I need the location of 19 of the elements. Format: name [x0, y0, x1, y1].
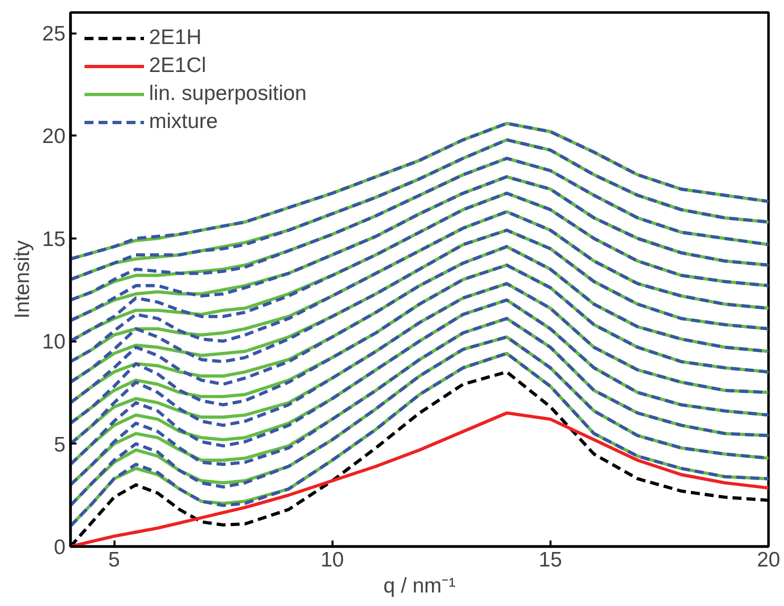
- x-axis-title: q / nm⁻¹: [383, 574, 456, 598]
- x-tick-label: 20: [756, 548, 780, 572]
- y-tick-label: 10: [42, 330, 66, 354]
- y-axis-title: Intensity: [11, 240, 34, 319]
- x-tick-label: 5: [108, 548, 120, 572]
- legend-label: 2E1Cl: [149, 54, 206, 78]
- x-tick-label: 15: [538, 548, 562, 572]
- x-tick-label: 10: [320, 548, 344, 572]
- y-tick-label: 15: [42, 228, 66, 251]
- line-series: [70, 138, 768, 282]
- y-tick-label: 20: [42, 125, 66, 148]
- legend-label: lin. superposition: [149, 82, 307, 106]
- line-series: [70, 352, 768, 528]
- legend-label: 2E1H: [149, 26, 202, 50]
- legend-label: mixture: [149, 110, 218, 134]
- y-tick-label: 5: [54, 433, 66, 456]
- y-tick-label: 0: [54, 536, 66, 559]
- line-series: [70, 156, 768, 302]
- y-tick-label: 25: [42, 22, 66, 46]
